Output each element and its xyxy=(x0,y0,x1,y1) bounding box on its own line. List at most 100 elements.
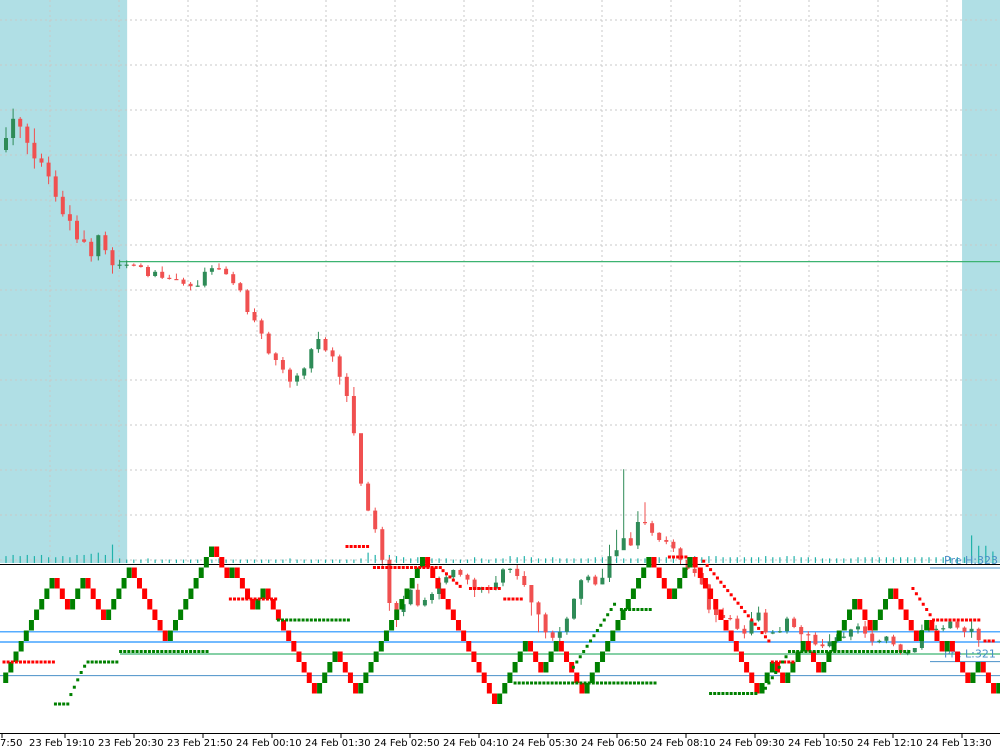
candle xyxy=(770,630,775,635)
renko-brick xyxy=(250,599,256,610)
renko-brick xyxy=(615,620,621,631)
renko-brick xyxy=(538,662,544,673)
candle-body xyxy=(351,396,356,434)
renko-upper-band-dot xyxy=(503,597,507,601)
renko-brick xyxy=(419,557,425,568)
renko-brick xyxy=(75,588,81,599)
renko-upper-band-dot xyxy=(733,597,737,601)
candle-body xyxy=(415,589,420,606)
renko-lower-band-dot xyxy=(571,665,575,669)
grid xyxy=(0,0,1000,563)
candle xyxy=(912,648,917,653)
renko-upper-band-dot xyxy=(519,597,523,601)
renko-brick xyxy=(270,599,276,610)
renko-upper-band-dot xyxy=(515,597,519,601)
renko-brick xyxy=(435,578,441,589)
renko-brick xyxy=(301,662,307,673)
candle xyxy=(934,625,939,631)
candle xyxy=(657,532,662,542)
candle-body xyxy=(756,612,761,621)
renko-upper-band-dot xyxy=(921,602,925,606)
renko-brick xyxy=(80,578,86,589)
renko-lower-band-dot xyxy=(595,681,599,685)
renko-upper-band-dot xyxy=(361,545,365,548)
candle xyxy=(941,625,946,632)
renko-lower-band-dot xyxy=(620,681,624,685)
renko-upper-band-dot xyxy=(767,639,771,643)
renko-upper-band-dot xyxy=(357,545,361,548)
renko-lower-band-dot xyxy=(862,650,866,653)
renko-brick xyxy=(996,683,1000,694)
renko-brick xyxy=(121,578,127,589)
renko-brick xyxy=(682,567,688,578)
candle-body xyxy=(295,375,300,382)
candle-body xyxy=(380,529,385,560)
volume-histogram xyxy=(5,535,994,563)
renko-upper-band-dot xyxy=(2,660,6,664)
renko-lower-band-dot xyxy=(579,681,583,685)
renko-brick xyxy=(353,683,359,694)
candle-body xyxy=(586,576,591,581)
renko-upper-band-dot xyxy=(948,618,952,622)
renko-brick xyxy=(826,651,832,662)
renko-upper-band-dot xyxy=(983,639,987,643)
candle xyxy=(628,532,633,546)
renko-brick xyxy=(985,672,991,683)
renko-upper-band-dot xyxy=(448,575,452,579)
renko-brick xyxy=(85,578,91,589)
candle-body xyxy=(657,532,662,540)
candle-body xyxy=(564,618,569,632)
candle-body xyxy=(39,158,44,163)
candle xyxy=(351,387,356,436)
renko-lower-band-dot xyxy=(156,650,160,653)
renko-brick xyxy=(852,599,858,610)
renko-lower-band-dot xyxy=(890,650,894,653)
renko-brick xyxy=(450,609,456,620)
candle-body xyxy=(202,271,207,286)
renko-brick xyxy=(136,578,142,589)
candle xyxy=(877,639,882,644)
candle-body xyxy=(408,589,413,605)
renko-brick xyxy=(39,599,45,610)
renko-upper-band-dot xyxy=(779,660,783,664)
candle xyxy=(735,615,740,630)
candle xyxy=(799,625,804,643)
renko-brick xyxy=(790,662,796,673)
renko-upper-band-dot xyxy=(426,566,430,569)
candle xyxy=(486,585,491,594)
renko-lower-band-dot xyxy=(713,692,717,695)
candle-body xyxy=(245,290,250,312)
candle xyxy=(451,569,456,579)
renko-upper-band-dot xyxy=(719,580,723,584)
candle-body xyxy=(884,636,889,641)
renko-brick xyxy=(95,599,101,610)
renko-brick xyxy=(919,630,925,641)
renko-brick xyxy=(893,588,899,599)
candle xyxy=(124,260,129,269)
renko-brick xyxy=(497,693,503,704)
renko-brick xyxy=(188,588,194,599)
renko-brick xyxy=(126,567,132,578)
renko-lower-band-dot xyxy=(750,692,754,695)
renko-lower-band-dot xyxy=(619,608,623,611)
candle-body xyxy=(273,353,278,360)
candle xyxy=(785,616,789,634)
renko-lower-band-dot xyxy=(326,618,330,622)
renko-upper-band-dot xyxy=(760,631,764,635)
renko-lower-band-dot xyxy=(139,650,143,653)
candle xyxy=(280,357,285,374)
renko-brick xyxy=(502,683,508,694)
candle-body xyxy=(444,577,449,583)
renko-upper-band-dot xyxy=(774,660,778,664)
candle xyxy=(273,352,278,366)
session-shade xyxy=(962,0,1000,563)
candle xyxy=(117,259,122,269)
candle xyxy=(756,606,761,622)
renko-brick xyxy=(965,672,971,683)
renko-brick xyxy=(867,620,873,631)
candle xyxy=(39,153,44,167)
renko-upper-band-dot xyxy=(964,618,968,622)
candle xyxy=(146,265,150,278)
